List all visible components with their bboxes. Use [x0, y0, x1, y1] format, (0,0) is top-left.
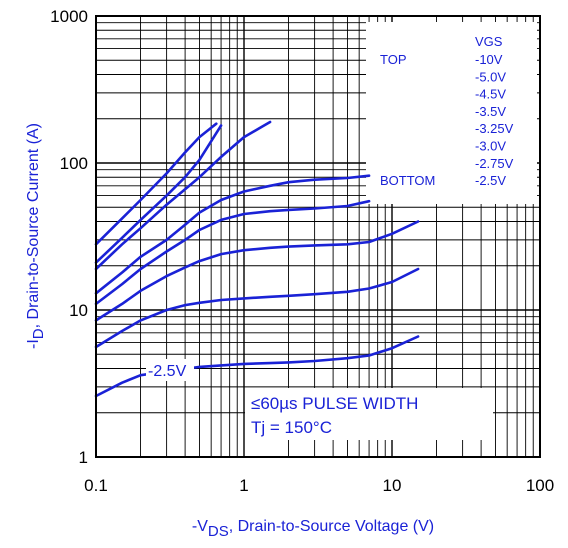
annotation-box: [245, 388, 493, 440]
x-tick-label: 10: [383, 476, 402, 495]
legend-entry: -10V: [475, 52, 503, 67]
y-axis-label-rest: , Drain-to-Source Current (A): [25, 123, 42, 328]
series-line: [94, 335, 420, 398]
series-line: [94, 220, 420, 322]
pulse-width-note: ≤60µs PULSE WIDTH: [251, 394, 418, 413]
legend-top-label: TOP: [380, 52, 407, 67]
legend: VGS TOP -10V -5.0V -4.5V -3.5V -3.25V -3.0V -2.7…: [366, 22, 537, 204]
legend-entry: -3.5V: [475, 104, 506, 119]
x-axis-label-subscript: DS: [208, 523, 229, 540]
y-tick-label: 1000: [50, 7, 88, 26]
legend-entry: -2.5V: [475, 173, 506, 188]
series-line: [94, 122, 218, 246]
series-line: [94, 267, 420, 349]
series-line: [94, 174, 371, 295]
annotations: -2.5V ≤60µs PULSE WIDTH Tj = 150°C: [146, 359, 493, 440]
series-line: [94, 124, 223, 264]
plot-border: [95, 15, 541, 458]
tick-labels: 0.1 1 10 100 1 10 100 1000: [50, 7, 554, 495]
y-tick-label: 100: [60, 154, 88, 173]
legend-entry: -3.0V: [475, 139, 506, 154]
series-line: [94, 199, 371, 306]
plot-frame: [95, 15, 541, 458]
x-axis-label: -VDS, Drain-to-Source Voltage (V): [192, 518, 434, 540]
curve-label-bg: [146, 359, 194, 381]
legend-bottom-label: BOTTOM: [380, 173, 435, 188]
curve-label: -2.5V: [148, 363, 187, 380]
x-tick-label: 100: [526, 476, 554, 495]
y-tick-label: 1: [79, 448, 88, 467]
x-tick-label: 0.1: [84, 476, 108, 495]
x-axis-label-rest: , Drain-to-Source Voltage (V): [229, 518, 434, 535]
series-line: [94, 120, 272, 271]
legend-entry: -2.75V: [475, 156, 514, 171]
x-tick-label: 1: [239, 476, 248, 495]
y-axis-label-subscript: D: [30, 328, 47, 339]
x-axis-label-prefix: -V: [192, 518, 208, 535]
y-axis-label-prefix: -I: [25, 339, 42, 349]
y-axis-label: -ID, Drain-to-Source Current (A): [25, 123, 47, 349]
y-tick-label: 10: [69, 301, 88, 320]
legend-header: VGS: [475, 34, 503, 49]
junction-temperature-note: Tj = 150°C: [251, 418, 332, 437]
legend-entry: -5.0V: [475, 69, 506, 84]
legend-entry: -3.25V: [475, 121, 514, 136]
legend-box: [366, 22, 537, 204]
legend-entry: -4.5V: [475, 87, 506, 102]
series-group: [94, 120, 420, 398]
